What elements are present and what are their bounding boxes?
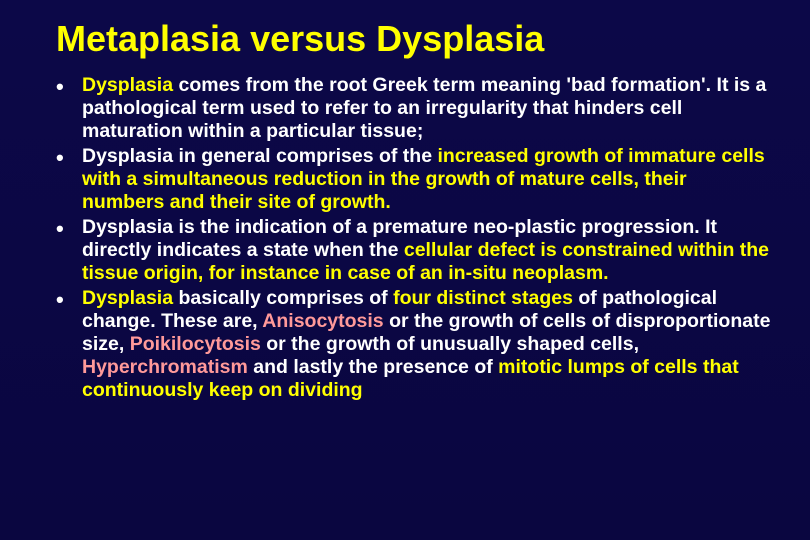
bullet-text-part: four distinct stages <box>393 287 578 309</box>
slide-title: Metaplasia versus Dysplasia <box>56 18 774 60</box>
bullet-item: Dysplasia comes from the root Greek term… <box>56 74 774 143</box>
bullet-list: Dysplasia comes from the root Greek term… <box>36 74 774 402</box>
slide-container: Metaplasia versus Dysplasia Dysplasia co… <box>0 0 810 540</box>
bullet-item: Dysplasia in general comprises of the in… <box>56 145 774 214</box>
bullet-text-part: and lastly the presence of <box>248 356 498 378</box>
bullet-text-part: Hyperchromatism <box>82 356 248 378</box>
bullet-text-part: Dysplasia in general comprises of the <box>82 145 437 167</box>
bullet-item: Dysplasia basically comprises of four di… <box>56 287 774 402</box>
bullet-text-part: basically comprises of <box>173 287 393 309</box>
bullet-text-part: Anisocytosis <box>262 310 389 332</box>
bullet-text-part: Dysplasia <box>82 74 173 96</box>
bullet-text-part: comes from the root Greek term meaning '… <box>82 74 766 142</box>
bullet-text-part: Poikilocytosis <box>130 333 267 355</box>
bullet-item: Dysplasia is the indication of a prematu… <box>56 216 774 285</box>
bullet-text-part: or the growth of unusually shaped cells, <box>266 333 639 355</box>
bullet-text-part: Dysplasia <box>82 287 173 309</box>
